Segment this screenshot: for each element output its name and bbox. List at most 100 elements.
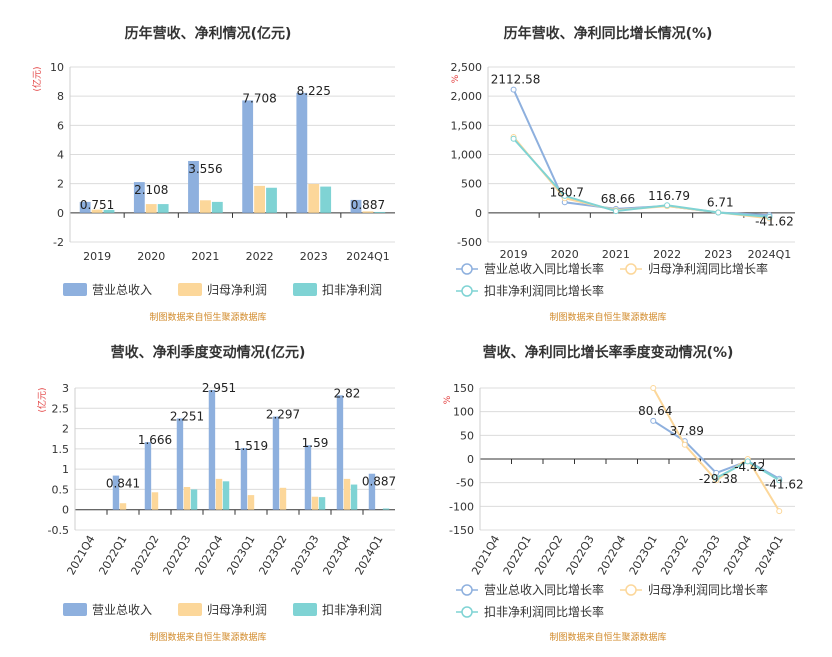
legend-swatch-1[interactable] xyxy=(63,283,87,296)
y-tick-label: -2 xyxy=(53,236,64,249)
y-tick-label: -0.5 xyxy=(48,524,69,537)
x-tick-label: 2023Q4 xyxy=(721,533,754,577)
x-tick-label: 2023Q4 xyxy=(321,533,354,577)
x-tick-label: 2021Q4 xyxy=(65,533,98,577)
y-tick-label: 1 xyxy=(62,463,69,476)
x-tick-label: 2023Q2 xyxy=(658,533,691,577)
y-tick-label: 4 xyxy=(57,149,64,162)
legend-label[interactable]: 扣非净利润 xyxy=(322,283,382,297)
data-label: 2112.58 xyxy=(491,73,541,87)
legend-label[interactable]: 归母净利润同比增长率 xyxy=(648,261,768,276)
chart-4: 营收、净利同比增长率季度变动情况(%)% -150 -100 -50 0 50 100 150… xyxy=(443,344,804,643)
legend-label[interactable]: 营业总收入 xyxy=(92,603,152,617)
x-tick-label: 2023Q1 xyxy=(627,533,660,577)
bar-1 xyxy=(144,442,152,510)
series-point-1 xyxy=(650,417,657,424)
bar-2 xyxy=(183,486,191,510)
data-label: 180.7 xyxy=(550,185,584,199)
y-tick-label: 2 xyxy=(62,423,69,436)
data-label: 2.297 xyxy=(266,408,300,422)
legend-swatch-3[interactable] xyxy=(293,283,317,296)
legend-label[interactable]: 扣非净利润同比增长率 xyxy=(484,283,604,298)
bar-3 xyxy=(350,484,358,510)
legend-swatch-2[interactable] xyxy=(178,603,202,616)
data-label: 116.79 xyxy=(648,189,690,203)
x-tick-label: 2021Q4 xyxy=(469,533,502,577)
series-point-3 xyxy=(510,135,517,142)
data-label: 2.82 xyxy=(334,386,361,400)
x-tick-label: 2024Q1 xyxy=(346,250,390,263)
x-tick-label: 2022 xyxy=(653,248,681,261)
bar-2 xyxy=(343,478,351,510)
y-tick-label: 6 xyxy=(57,119,64,132)
bar-2 xyxy=(200,200,211,213)
chart-title: 历年营收、净利同比增长情况(%) xyxy=(504,25,713,42)
bar-3 xyxy=(374,211,386,213)
data-label: 8.225 xyxy=(297,84,331,98)
bar-2 xyxy=(215,478,223,510)
data-label: 0.887 xyxy=(351,198,385,212)
data-label: 68.66 xyxy=(601,192,635,206)
bar-2 xyxy=(311,496,319,510)
bar-3 xyxy=(190,489,198,510)
legend-marker-2[interactable] xyxy=(625,263,637,275)
legend-swatch-2[interactable] xyxy=(178,283,202,296)
x-tick-label: 2022Q2 xyxy=(129,533,162,577)
bar-1 xyxy=(304,445,312,510)
legend-marker-2[interactable] xyxy=(625,584,637,596)
y-tick-label: 0 xyxy=(475,207,482,220)
x-tick-label: 2022Q3 xyxy=(564,533,597,577)
legend-marker-1[interactable] xyxy=(461,263,473,275)
y-tick-label: 500 xyxy=(461,178,482,191)
series-point-2 xyxy=(650,385,657,391)
series-point-3 xyxy=(744,458,751,465)
series-point-2 xyxy=(681,441,688,448)
legend-marker-3[interactable] xyxy=(461,285,473,297)
bar-2 xyxy=(145,204,157,213)
bar-1 xyxy=(112,475,120,510)
chart-1: 历年营收、净利情况(亿元) (亿元) -2 0 2 4 6 8 10 2019 2020 2021 20… xyxy=(31,25,395,323)
data-label: 0.887 xyxy=(362,475,396,489)
legend-label[interactable]: 归母净利润同比增长率 xyxy=(648,582,768,597)
series-point-3 xyxy=(561,192,568,199)
legend: 营业总收入 归母净利润 扣非净利润 xyxy=(63,603,382,617)
y-tick-label: 3 xyxy=(62,382,69,395)
bar-1 xyxy=(336,395,344,510)
legend-marker-1[interactable] xyxy=(461,584,473,596)
legend-label[interactable]: 扣非净利润同比增长率 xyxy=(484,604,604,619)
legend-label[interactable]: 归母净利润 xyxy=(207,603,267,617)
series-point-3 xyxy=(776,477,783,484)
data-label: 0.751 xyxy=(80,198,114,212)
x-tick-label: 2024Q1 xyxy=(748,248,792,261)
legend-label[interactable]: 营业总收入同比增长率 xyxy=(484,261,604,276)
legend-swatch-3[interactable] xyxy=(293,603,317,616)
series-point-2 xyxy=(776,508,783,515)
y-tick-label: 2 xyxy=(57,178,64,191)
legend: 营业总收入 归母净利润 扣非净利润 xyxy=(63,283,382,297)
x-tick-label: 2024Q1 xyxy=(753,533,786,577)
legend-label[interactable]: 营业总收入 xyxy=(92,283,152,297)
legend-label[interactable]: 营业总收入同比增长率 xyxy=(484,582,604,597)
series-point-3 xyxy=(612,208,619,215)
legend-label[interactable]: 扣非净利润 xyxy=(322,603,382,617)
bar-1 xyxy=(272,416,280,510)
bar-1 xyxy=(208,389,216,510)
data-label: 3.556 xyxy=(188,162,222,176)
bar-2 xyxy=(91,209,103,213)
x-tick-label: 2023Q1 xyxy=(225,533,258,577)
chart-3: 营收、净利季度变动情况(亿元) (亿元) -0.5 0 0.5 1 1.5 2 2.5 3 2021… xyxy=(36,344,396,643)
source-note: 制图数据来自恒生聚源数据库 xyxy=(149,631,266,643)
series-point-3 xyxy=(715,209,722,216)
bar-3 xyxy=(103,209,115,213)
y-tick-label: 1,000 xyxy=(451,149,483,162)
legend-marker-3[interactable] xyxy=(461,606,473,618)
bar-3 xyxy=(157,204,169,213)
x-tick-label: 2022Q1 xyxy=(97,533,130,577)
legend-label[interactable]: 归母净利润 xyxy=(207,283,267,297)
bar-3 xyxy=(318,497,326,510)
data-label: 1.519 xyxy=(234,439,268,453)
legend-swatch-1[interactable] xyxy=(63,603,87,616)
y-tick-label: 0.5 xyxy=(52,483,70,496)
